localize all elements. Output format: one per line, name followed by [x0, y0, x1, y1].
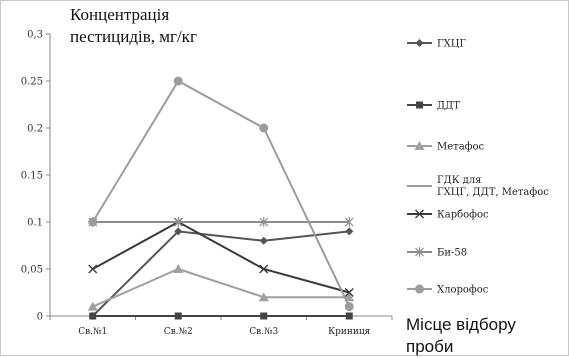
y-tick-label: 0,3	[27, 30, 43, 41]
legend-marker	[415, 209, 424, 219]
series-2	[87, 264, 355, 311]
data-point	[344, 217, 354, 227]
legend: ГХЦГ ДДТ Метафос ГДК для ГХЦГ, ДДТ, Метафос К…	[407, 39, 549, 296]
legend-label: Карбофос	[437, 210, 489, 221]
data-point	[88, 217, 98, 227]
y-tick-label: 0.15	[21, 171, 43, 182]
x-axis-label: Місце відбору проби	[406, 315, 516, 356]
data-point	[260, 312, 268, 320]
x-tick-labels: Св.№1 Св.№2 Св.№3 Криниця	[78, 327, 370, 337]
data-point	[173, 264, 184, 273]
y-tick-label: 0.1	[27, 218, 43, 229]
data-point	[89, 312, 97, 320]
data-point	[345, 312, 353, 320]
y-tick-label: 0.25	[21, 77, 43, 88]
series-1	[89, 312, 353, 320]
y-tick-label: 0.2	[27, 124, 43, 135]
legend-item: Хлорофос	[407, 284, 489, 296]
data-point	[174, 312, 182, 320]
series-line	[92, 220, 350, 294]
x-tick-label: Св.№3	[249, 327, 278, 337]
legend-label: Би-58	[437, 248, 467, 259]
y-tick-label: 0	[37, 312, 43, 323]
x-tick-label: Св.№1	[78, 327, 107, 337]
legend-item: Би-58	[407, 247, 467, 259]
data-point	[259, 217, 269, 227]
data-point	[344, 292, 355, 302]
data-point	[258, 292, 269, 302]
data-point	[173, 217, 183, 227]
series-6	[88, 76, 354, 312]
legend-label: Хлорофос	[437, 285, 489, 296]
series-lines	[87, 76, 355, 320]
x-tick-label: Св.№2	[164, 327, 193, 337]
y-tick-label: 0,05	[21, 265, 43, 276]
data-point	[259, 264, 269, 274]
legend-item: ГДК для ГХЦГ, ДДТ, Метафос	[407, 175, 549, 198]
data-point	[344, 288, 354, 297]
legend-item: ГХЦГ	[407, 39, 466, 50]
chart-axes	[46, 33, 393, 320]
legend-item: Метафос	[407, 141, 484, 153]
legend-marker	[414, 141, 425, 150]
legend-item: ДДТ	[407, 101, 460, 112]
legend-marker	[416, 101, 423, 109]
y-axis-label: Концентрація пестицидів, мг/кг	[70, 5, 197, 46]
data-point	[88, 264, 98, 274]
x-tick-label: Криниця	[328, 327, 371, 337]
data-point	[87, 301, 98, 311]
legend-marker	[415, 39, 424, 47]
y-tick-labels: 0 0,05 0.1 0.15 0.2 0.25 0,3	[21, 30, 43, 323]
legend-label: ГХЦГ	[437, 39, 466, 50]
data-point	[174, 227, 183, 236]
data-point	[259, 236, 268, 245]
data-point	[259, 123, 269, 133]
legend-marker	[415, 284, 424, 294]
series-0	[88, 227, 354, 320]
legend-label: Метафос	[437, 142, 484, 153]
series-line	[92, 267, 350, 308]
legend-label: ДДТ	[437, 101, 460, 112]
series-5	[88, 217, 354, 227]
series-line	[91, 79, 351, 308]
data-point	[344, 302, 354, 312]
data-point	[345, 227, 354, 236]
legend-label: ГДК для ГХЦГ, ДДТ, Метафос	[437, 175, 549, 198]
data-point	[173, 76, 183, 86]
legend-item: Карбофос	[407, 210, 489, 221]
series-line	[92, 230, 350, 317]
legend-marker	[415, 247, 424, 257]
